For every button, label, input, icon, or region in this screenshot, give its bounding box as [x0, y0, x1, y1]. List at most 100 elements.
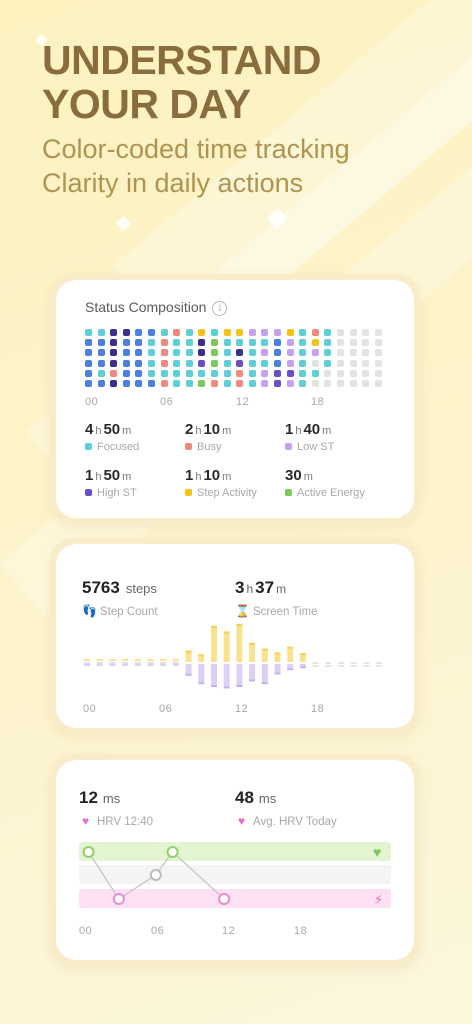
status-dot [337, 339, 344, 347]
status-dot [374, 359, 382, 367]
heart-icon: ♥ [373, 844, 381, 860]
activity-baseline-mark [160, 659, 167, 661]
status-dot [135, 380, 143, 387]
status-dot [248, 359, 256, 367]
status-dot [349, 359, 357, 367]
status-dot [374, 369, 382, 377]
status-dot [324, 349, 332, 357]
axis-label: 00 [79, 925, 93, 937]
status-dot [160, 369, 168, 377]
status-dot [286, 339, 294, 347]
status-dot [223, 359, 231, 367]
status-dot [97, 380, 105, 387]
status-dot [261, 369, 269, 377]
status-composition-card[interactable]: Status Composition i 00 06 12 18 4 h 50 m Foc… [50, 274, 420, 524]
activity-baseline-mark [160, 664, 167, 666]
status-dot [173, 369, 181, 377]
status-dot [185, 369, 193, 377]
status-dot [160, 359, 168, 367]
step-bar [185, 652, 192, 662]
activity-baseline-mark [147, 662, 154, 664]
stat-label: High ST [85, 487, 195, 499]
status-dot [286, 329, 294, 336]
status-dot [286, 380, 294, 387]
status-dot [160, 349, 168, 357]
step-count-label: Step Count [100, 606, 158, 618]
stat-value: 30 m [285, 467, 395, 484]
status-dot [122, 359, 130, 367]
screen-bar [198, 664, 205, 683]
status-dot [261, 339, 269, 347]
status-dot [85, 329, 92, 336]
stat-minutes: 10 [203, 467, 221, 484]
hrv-band-mid [79, 865, 391, 884]
hrv-band-high [79, 842, 391, 861]
status-dot [299, 349, 307, 357]
status-dot [274, 380, 281, 387]
status-dot [97, 369, 105, 377]
axis-label: 00 [85, 396, 99, 408]
hero-title: UNDERSTAND YOUR DAY [42, 38, 452, 126]
status-dot [362, 329, 370, 336]
legend-swatch [85, 443, 92, 450]
hrv-unit: ms [102, 791, 121, 806]
status-dot-grid [85, 329, 395, 389]
screen-bar-cap [299, 666, 306, 669]
status-dot [160, 339, 168, 347]
status-dot [324, 380, 332, 387]
status-dot [223, 329, 231, 336]
hrv-avg-value: 48 [235, 788, 254, 807]
step-bar [287, 648, 294, 662]
status-dot [148, 359, 155, 367]
legend-swatch [285, 443, 292, 450]
status-dot [349, 339, 357, 347]
activity-empty-mark [376, 665, 383, 667]
step-bar [274, 654, 281, 662]
activity-baseline-mark [122, 662, 129, 664]
status-dot [362, 339, 370, 347]
stat-hours: 2 [185, 421, 194, 438]
status-dot [311, 329, 319, 336]
hrv-point [82, 846, 95, 858]
status-dot [135, 329, 143, 336]
hours-unit: h [95, 471, 102, 483]
stat-value: 4 h 50 m [85, 421, 195, 438]
heart-bolt-icon: ♥ [81, 814, 90, 828]
step-bar-cap [287, 646, 294, 649]
status-dot [349, 369, 357, 377]
status-dot [135, 349, 143, 357]
screen-bar-cap [185, 673, 192, 676]
hrv-point [149, 869, 162, 881]
status-dot [122, 329, 130, 336]
activity-baseline-mark [172, 664, 179, 666]
info-icon[interactable]: i [212, 301, 228, 316]
status-dot [85, 359, 92, 367]
axis-label: 12 [236, 396, 250, 408]
stat-label: Focused [85, 441, 195, 453]
stat-focused: 4 h 50 m Focused [85, 421, 195, 453]
status-dot [223, 349, 231, 357]
status-dot [324, 339, 332, 347]
hrv-avg-unit: ms [258, 791, 277, 806]
status-dot [173, 380, 181, 387]
stat-minutes: 30 [285, 467, 302, 484]
activity-empty-mark [338, 662, 344, 664]
status-dot [274, 369, 281, 377]
stat-hours: 4 [85, 421, 94, 438]
hrv-card[interactable]: 12 ms ♥ HRV 12:40 48 ms ♥ Avg. HRV Today ♥ ⚡ … [50, 754, 420, 966]
hrv-label: HRV 12:40 [97, 816, 154, 828]
status-dot [173, 359, 181, 367]
activity-card[interactable]: 5763 steps 👣 Step Count 3 h 37 m ⌛ Screen Time… [50, 538, 420, 734]
status-dot [135, 339, 143, 347]
stat-label: Step Activity [185, 487, 295, 499]
axis-label: 18 [311, 396, 325, 408]
screen-bar-cap [223, 686, 230, 689]
screen-bar [211, 664, 217, 685]
footprints-icon: 👣 [82, 604, 97, 618]
activity-empty-mark [312, 665, 319, 667]
status-dot [110, 339, 118, 347]
hourglass-icon: ⌛ [235, 604, 250, 618]
activity-baseline-mark [84, 662, 90, 664]
screen-bar [185, 664, 192, 674]
status-dot [299, 369, 307, 377]
